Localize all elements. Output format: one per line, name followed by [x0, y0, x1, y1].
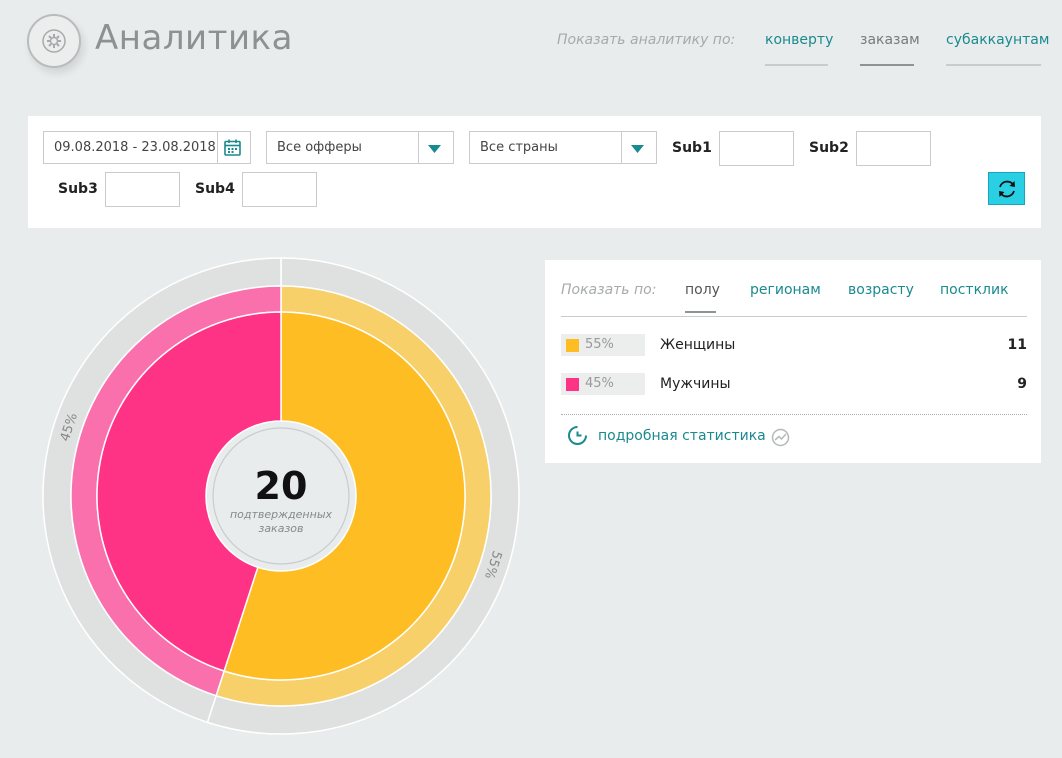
- women-label: Женщины: [660, 337, 736, 353]
- sub3-input[interactable]: [105, 172, 180, 207]
- show-analytics-label: Показать аналитику по:: [557, 32, 736, 48]
- tab-regions[interactable]: регионам: [750, 282, 821, 298]
- men-swatch: [566, 378, 579, 391]
- filter-panel: 09.08.2018 - 23.08.2018 Все офферы Все с…: [28, 116, 1041, 228]
- men-percent: 45%: [585, 376, 614, 391]
- countries-select-value: Все страны: [480, 140, 558, 155]
- show-by-label: Показать по:: [561, 282, 657, 298]
- detailed-stats-link[interactable]: подробная статистика: [567, 425, 766, 446]
- tab-age[interactable]: возрасту: [848, 282, 914, 298]
- sub3-label: Sub3: [58, 181, 98, 197]
- women-swatch: [566, 339, 579, 352]
- date-range-value: 09.08.2018 - 23.08.2018: [54, 140, 216, 155]
- tab-orders[interactable]: заказам: [860, 32, 920, 66]
- sub1-label: Sub1: [672, 140, 712, 156]
- offers-select-value: Все офферы: [277, 140, 362, 155]
- legend-row-women: 55% Женщины 11: [561, 334, 1027, 356]
- logo: [27, 14, 81, 68]
- sub2-input[interactable]: [856, 131, 931, 166]
- legend-row-men: 45% Мужчины 9: [561, 373, 1027, 395]
- women-count: 11: [1007, 337, 1027, 353]
- tab-subaccounts[interactable]: субаккаунтам: [946, 32, 1049, 66]
- triangle-down-icon: [428, 145, 441, 153]
- confirmed-count: 20: [255, 464, 308, 508]
- men-label: Мужчины: [660, 376, 731, 392]
- inner-slice-women: [223, 311, 466, 681]
- confirmed-caption-2: заказов: [258, 522, 303, 535]
- page-title: Аналитика: [95, 18, 293, 58]
- detailed-stats-label: подробная статистика: [598, 427, 766, 444]
- calendar-icon[interactable]: [224, 139, 241, 156]
- tab-gender[interactable]: полу: [685, 282, 720, 313]
- pie-chart-icon: [568, 426, 587, 445]
- triangle-down-icon: [631, 145, 644, 153]
- sub1-input[interactable]: [719, 131, 794, 166]
- refresh-button[interactable]: [988, 172, 1025, 205]
- tab-envelope[interactable]: конверту: [765, 32, 833, 66]
- women-percent: 55%: [585, 337, 614, 352]
- refresh-icon: [998, 180, 1015, 197]
- gear-icon: [42, 29, 66, 53]
- orders-donut-chart: 20 подтвержденных заказов 55% 45%: [42, 257, 520, 735]
- stats-panel: Показать по: полу регионам возрасту пост…: [545, 260, 1041, 463]
- sub4-input[interactable]: [242, 172, 317, 207]
- confirmed-caption-1: подтвержденных: [230, 508, 333, 521]
- trend-icon[interactable]: [771, 428, 790, 447]
- countries-select[interactable]: Все страны: [469, 131, 657, 164]
- sub2-label: Sub2: [809, 140, 849, 156]
- donut-center: [210, 425, 352, 567]
- men-count: 9: [1017, 376, 1027, 392]
- inner-slice-men: [96, 311, 282, 672]
- tab-postclick[interactable]: постклик: [940, 282, 1009, 298]
- offers-select[interactable]: Все офферы: [266, 131, 454, 164]
- date-range-field[interactable]: 09.08.2018 - 23.08.2018: [43, 131, 251, 164]
- sub4-label: Sub4: [195, 181, 235, 197]
